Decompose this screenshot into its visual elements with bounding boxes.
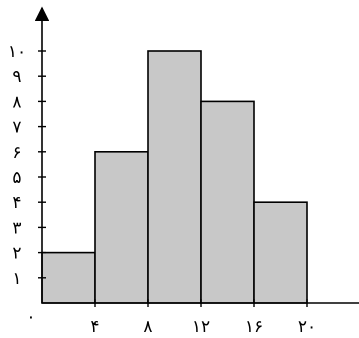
bars-group [41, 50, 308, 304]
histogram-bar-2 [94, 151, 149, 304]
histogram-bar-3 [147, 50, 202, 304]
y-tick-label-2: ۲ [12, 244, 21, 264]
y-tick-label-7: ۷ [12, 118, 21, 138]
x-ticks-group: ۴ ۸ ۱۲ ۱۶ ۲٠ [90, 299, 316, 337]
origin-label: ٠ [26, 307, 35, 327]
histogram-bar-1 [41, 251, 96, 304]
x-tick-label-2: ۸ [143, 317, 152, 337]
x-tick-label-1: ۴ [90, 317, 99, 337]
y-tick-label-10: ۱٠ [8, 42, 26, 62]
y-tick-label-3: ۳ [12, 218, 21, 238]
y-ticks-group: ۱ ۲ ۳ ۴ ۵ ۶ ۷ ۸ ۹ ۱٠ [8, 42, 46, 289]
histogram-bar-4 [200, 100, 255, 304]
y-tick-label-9: ۹ [12, 67, 21, 87]
x-tick-label-4: ۱۶ [245, 317, 263, 337]
x-tick-label-5: ۲٠ [298, 317, 316, 337]
y-tick-label-8: ۸ [12, 92, 21, 112]
x-tick-label-3: ۱۲ [192, 317, 210, 337]
y-tick-label-5: ۵ [12, 168, 21, 188]
y-tick-label-6: ۶ [12, 143, 21, 163]
y-tick-label-1: ۱ [12, 269, 21, 289]
y-tick-label-4: ۴ [12, 193, 21, 213]
histogram-bar-5 [253, 201, 308, 304]
